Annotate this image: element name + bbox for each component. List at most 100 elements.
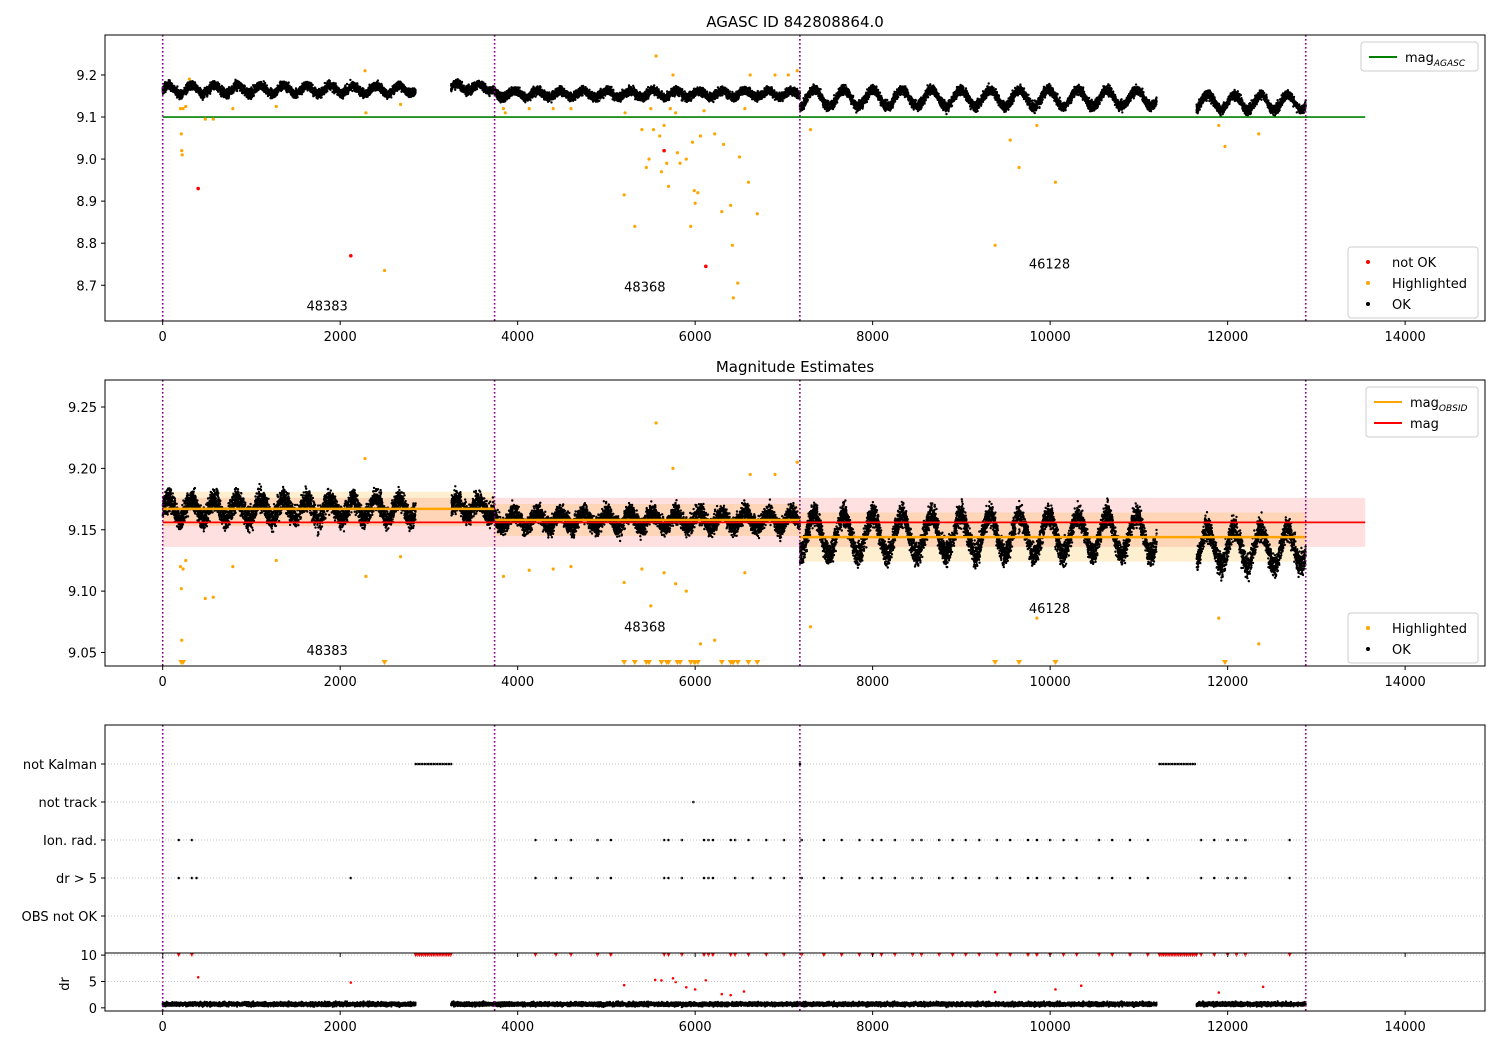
- panel1-ytick-label: 9.1: [76, 111, 97, 126]
- not-kalman-point: [1189, 762, 1192, 766]
- dr-capped-marker: [977, 953, 982, 958]
- dr-gt-5-point: [1026, 876, 1030, 880]
- panel2-bottom-legend-box: [1347, 612, 1479, 664]
- highlighted-point: [1053, 180, 1058, 184]
- highlighted-point: [363, 456, 367, 461]
- dr-gt-5-point: [1288, 876, 1292, 880]
- highlighted-point: [501, 107, 506, 111]
- dr-gt-5-point: [662, 876, 666, 880]
- dr-capped-marker: [176, 953, 181, 958]
- highlighted-point: [203, 117, 207, 121]
- flag-category-label: dr > 5: [56, 872, 97, 887]
- not-kalman-point: [420, 762, 424, 766]
- highlighted-point: [773, 73, 777, 77]
- panel2-bottom-legend-swatch: [1366, 647, 1370, 651]
- highlighted-point: [721, 142, 726, 146]
- highlighted-point: [633, 224, 637, 228]
- highlighted-point: [720, 210, 724, 214]
- ion-rad-point: [840, 838, 843, 842]
- highlighted-point: [1217, 123, 1221, 128]
- highlighted-point: [1035, 123, 1039, 128]
- not-kalman-point: [1171, 762, 1174, 766]
- panel1-bottom-legend-box: [1347, 246, 1479, 319]
- ion-rad-point: [1035, 838, 1039, 842]
- highlighted-point: [729, 203, 733, 207]
- panel2-xtick-label: 6000: [679, 675, 712, 690]
- panel1-xtick-label: 8000: [856, 330, 889, 345]
- highlighted-point: [203, 596, 207, 601]
- panel2-bottom-legend-label: OK: [1392, 643, 1411, 658]
- panel1-top-legend-box: [1360, 41, 1479, 72]
- highlighted-point: [659, 170, 664, 174]
- ok-points-segment: [1195, 88, 1307, 118]
- dr-capped-marker: [702, 953, 707, 958]
- ok-points-segment: [449, 78, 496, 98]
- lower-limit-marker: [180, 660, 187, 665]
- highlighted-point: [187, 77, 191, 81]
- highlighted-point: [665, 161, 669, 165]
- highlighted-point: [622, 193, 626, 197]
- dr-gt-5-point: [1146, 876, 1150, 880]
- ion-rad-point: [662, 838, 666, 842]
- lower-limit-marker: [694, 660, 701, 665]
- dr-red-point: [742, 990, 746, 993]
- not-kalman-point: [447, 762, 451, 766]
- highlighted-point: [713, 132, 717, 136]
- highlighted-point: [668, 107, 672, 111]
- dr-gt-5-point: [1110, 876, 1114, 880]
- lower-limit-marker: [745, 660, 752, 665]
- lower-limit-marker: [677, 660, 684, 665]
- dr-gt-5-point: [977, 876, 981, 880]
- highlighted-point: [748, 73, 752, 77]
- dr-red-point: [1054, 988, 1057, 991]
- dr-capped-marker: [608, 953, 613, 958]
- panel1-xtick-label: 10000: [1029, 330, 1070, 345]
- ion-rad-point: [747, 838, 750, 842]
- ion-rad-point: [1062, 838, 1065, 842]
- dr-red-point: [693, 988, 697, 991]
- dr-capped-marker: [728, 953, 733, 958]
- highlighted-point: [671, 466, 675, 470]
- lower-limit-marker: [381, 660, 388, 665]
- dr-red-point: [993, 990, 997, 994]
- highlighted-point: [786, 73, 790, 77]
- highlighted-point: [364, 111, 368, 115]
- panel1-xtick-label: 4000: [501, 330, 534, 345]
- not-kalman-point: [1162, 762, 1166, 766]
- dr-capped-marker: [950, 953, 955, 958]
- ion-rad-point: [880, 838, 883, 842]
- dr-capped-marker: [1034, 953, 1039, 958]
- dr-red-point: [653, 978, 657, 982]
- highlighted-point: [702, 109, 706, 113]
- highlighted-point: [274, 104, 278, 109]
- dr-ok-points: [161, 1000, 1307, 1009]
- panel4-xtick-label: 10000: [1029, 1020, 1070, 1035]
- obsid-label: 48383: [306, 644, 347, 659]
- panel4-xtick-label: 12000: [1207, 1020, 1248, 1035]
- panel2-ytick-label: 9.15: [68, 524, 97, 539]
- highlighted-point: [503, 111, 507, 115]
- ion-rad-point: [190, 838, 194, 842]
- lower-limit-marker: [1016, 660, 1023, 665]
- ok-points-segment: [493, 84, 802, 104]
- lower-limit-marker: [730, 660, 737, 665]
- highlighted-point: [644, 165, 648, 170]
- panel1-frame: [104, 34, 1486, 322]
- highlighted-point: [180, 149, 184, 153]
- highlighted-point: [666, 184, 671, 189]
- dr-capped-marker: [1074, 953, 1079, 958]
- highlighted-point: [1257, 642, 1261, 646]
- dr-gt-5-point: [880, 876, 883, 880]
- dr-gt-5-point: [822, 876, 826, 880]
- highlighted-point: [382, 268, 387, 273]
- highlighted-point: [184, 104, 188, 109]
- dr-gt-5-point: [702, 876, 706, 880]
- dense-points-layer: [161, 78, 1307, 1009]
- not-kalman-point: [798, 762, 802, 766]
- highlighted-point: [808, 625, 813, 629]
- dr-capped-marker: [1061, 953, 1066, 958]
- highlighted-point: [178, 107, 183, 111]
- not-kalman-point: [1180, 762, 1183, 766]
- panel1-bottom-legend-swatch: [1366, 302, 1370, 306]
